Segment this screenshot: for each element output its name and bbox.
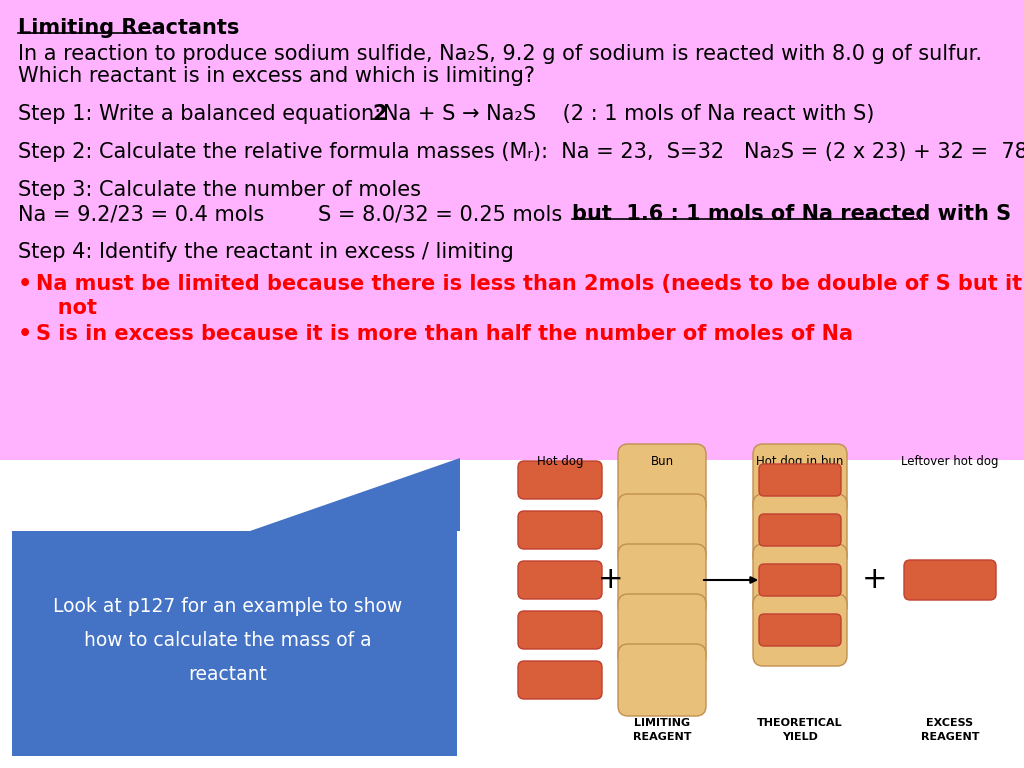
FancyBboxPatch shape	[759, 614, 841, 646]
Text: Step 1: Write a balanced equation:: Step 1: Write a balanced equation:	[18, 104, 381, 124]
FancyBboxPatch shape	[904, 560, 996, 600]
FancyBboxPatch shape	[618, 494, 706, 566]
Text: Bun: Bun	[650, 455, 674, 468]
Text: Leftover hot dog: Leftover hot dog	[901, 455, 998, 468]
Text: Hot dog: Hot dog	[537, 455, 584, 468]
FancyBboxPatch shape	[759, 564, 841, 596]
FancyBboxPatch shape	[518, 511, 602, 549]
FancyBboxPatch shape	[618, 444, 706, 516]
FancyBboxPatch shape	[759, 464, 841, 496]
Text: Step 3: Calculate the number of moles: Step 3: Calculate the number of moles	[18, 180, 421, 200]
Text: Na + S → Na₂S    (2 : 1 mols of Na react with S): Na + S → Na₂S (2 : 1 mols of Na react wi…	[383, 104, 874, 124]
FancyBboxPatch shape	[753, 444, 847, 516]
FancyBboxPatch shape	[12, 531, 457, 756]
Text: LIMITING
REAGENT: LIMITING REAGENT	[633, 718, 691, 742]
Text: 2: 2	[372, 104, 386, 124]
FancyBboxPatch shape	[753, 594, 847, 666]
Text: •: •	[18, 274, 32, 294]
Text: Limiting Reactants: Limiting Reactants	[18, 18, 240, 38]
FancyBboxPatch shape	[759, 514, 841, 546]
Text: +: +	[862, 565, 888, 594]
FancyBboxPatch shape	[518, 461, 602, 499]
Text: •: •	[18, 324, 32, 344]
Polygon shape	[250, 458, 460, 531]
Text: Hot dog in bun: Hot dog in bun	[757, 455, 844, 468]
Text: EXCESS
REAGENT: EXCESS REAGENT	[921, 718, 979, 742]
FancyBboxPatch shape	[753, 544, 847, 616]
Text: Look at p127 for an example to show
how to calculate the mass of a
reactant: Look at p127 for an example to show how …	[53, 597, 402, 684]
Text: S is in excess because it is more than half the number of moles of Na: S is in excess because it is more than h…	[36, 324, 853, 344]
Text: but  1.6 : 1 mols of Na reacted with S: but 1.6 : 1 mols of Na reacted with S	[572, 204, 1011, 224]
FancyBboxPatch shape	[618, 644, 706, 716]
FancyBboxPatch shape	[618, 594, 706, 666]
FancyBboxPatch shape	[518, 611, 602, 649]
FancyBboxPatch shape	[618, 544, 706, 616]
Text: S = 8.0/32 = 0.25 mols: S = 8.0/32 = 0.25 mols	[318, 204, 562, 224]
Text: THEORETICAL
YIELD: THEORETICAL YIELD	[757, 718, 843, 742]
Text: Na must be limited because there is less than 2mols (needs to be double of S but: Na must be limited because there is less…	[36, 274, 1024, 294]
FancyBboxPatch shape	[518, 661, 602, 699]
FancyBboxPatch shape	[753, 494, 847, 566]
Text: Na = 9.2/23 = 0.4 mols: Na = 9.2/23 = 0.4 mols	[18, 204, 264, 224]
Text: not: not	[36, 298, 97, 318]
Text: +: +	[598, 565, 624, 594]
Text: Step 4: Identify the reactant in excess / limiting: Step 4: Identify the reactant in excess …	[18, 242, 514, 262]
Text: Which reactant is in excess and which is limiting?: Which reactant is in excess and which is…	[18, 66, 535, 86]
FancyBboxPatch shape	[518, 561, 602, 599]
Text: In a reaction to produce sodium sulfide, Na₂S, 9.2 g of sodium is reacted with 8: In a reaction to produce sodium sulfide,…	[18, 44, 982, 64]
FancyBboxPatch shape	[0, 0, 1024, 460]
Text: Step 2: Calculate the relative formula masses (Mᵣ):  Na = 23,  S=32   Na₂S = (2 : Step 2: Calculate the relative formula m…	[18, 142, 1024, 162]
